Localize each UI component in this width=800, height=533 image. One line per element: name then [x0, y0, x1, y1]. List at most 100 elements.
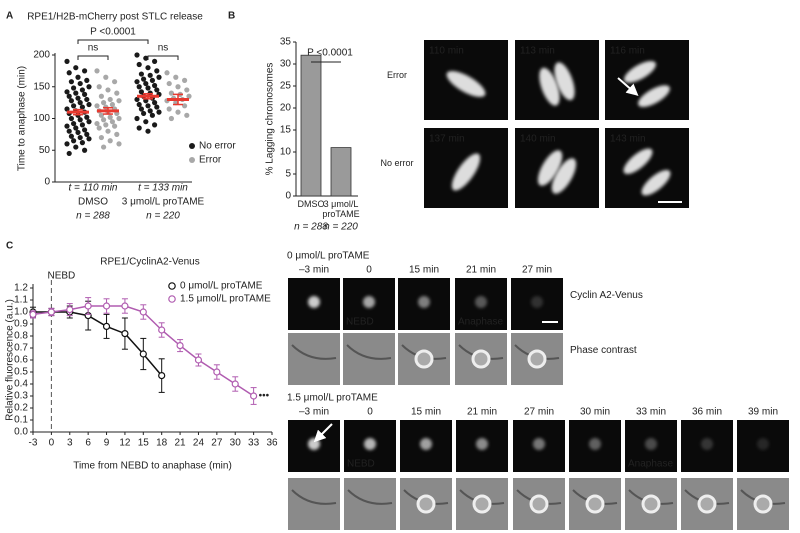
data-point — [96, 125, 102, 131]
data-point — [79, 140, 85, 146]
data-point — [107, 96, 113, 103]
x-tick-label: 9 — [104, 438, 110, 449]
chromatin — [446, 71, 486, 97]
x-tick-label: 3 μmol/L proTAME — [322, 199, 360, 219]
data-point — [68, 98, 74, 104]
cell-signal — [364, 438, 376, 450]
annotation: P <0.0001 — [307, 48, 353, 59]
time-label: 39 min — [748, 407, 778, 418]
data-point — [75, 95, 81, 101]
y-tick-label: 1.0 — [14, 307, 28, 318]
cell-signal — [420, 438, 432, 450]
x-tick-label: DMSO — [78, 197, 108, 208]
data-point — [105, 87, 111, 93]
data-point — [134, 96, 140, 103]
data-point — [82, 127, 88, 133]
y-tick-label: 150 — [33, 81, 50, 92]
legend-label: Error — [199, 155, 222, 166]
data-point — [94, 103, 100, 109]
x-axis-label: Time from NEBD to anaphase (min) — [73, 461, 232, 472]
frame-label: Anaphase — [628, 459, 673, 470]
x-tick-label: 12 — [119, 438, 131, 449]
data-point — [102, 322, 111, 330]
x-tick-label: 24 — [193, 438, 205, 449]
cell-signal — [418, 296, 430, 308]
data-point — [64, 106, 70, 112]
time-label: 143 min — [610, 134, 646, 145]
rounded-cell — [416, 494, 436, 514]
chromatin — [623, 148, 653, 175]
data-point — [96, 84, 102, 90]
data-point — [66, 128, 72, 134]
n-label: n = 288 — [294, 222, 328, 233]
cell-signal — [757, 438, 769, 450]
data-point — [84, 131, 90, 137]
annotation: P <0.0001 — [90, 27, 136, 38]
y-tick-label: 5 — [285, 169, 291, 180]
data-point — [77, 134, 83, 141]
time-label: 110 min — [429, 46, 464, 57]
data-point — [136, 125, 142, 131]
time-label: –3 min — [299, 265, 329, 276]
frame-label: Anaphase — [458, 317, 503, 328]
x-tick-label: 30 — [230, 438, 242, 449]
data-point — [77, 80, 83, 87]
legend-marker — [168, 282, 176, 290]
y-axis-label: % Lagging chromosomes — [265, 63, 276, 176]
data-point — [84, 114, 90, 120]
frame-label: NEBD — [347, 459, 375, 470]
data-point — [184, 87, 190, 93]
y-tick-label: 0.6 — [14, 355, 28, 366]
y-tick-label: 30 — [280, 59, 292, 70]
data-point — [184, 112, 190, 118]
data-point — [114, 90, 120, 96]
data-point — [176, 342, 184, 350]
panel-letter: C — [6, 241, 13, 252]
x-tick-label: 6 — [85, 438, 91, 449]
x-tick-label: 0 — [49, 438, 55, 449]
legend-marker — [168, 295, 176, 303]
data-point — [66, 306, 74, 314]
cell-outline — [346, 344, 392, 360]
data-point — [64, 89, 70, 95]
annotation: ••• — [259, 391, 270, 402]
data-point — [134, 52, 140, 58]
data-point — [73, 125, 79, 131]
bracket — [77, 55, 109, 60]
x-tick-label: 33 — [248, 438, 260, 449]
y-tick-label: 0.2 — [14, 403, 28, 414]
data-point — [86, 136, 92, 142]
rounded-cell — [753, 494, 773, 514]
chart-title: RPE1/CyclinA2-Venus — [100, 257, 200, 268]
n-label: n = 288 — [76, 211, 110, 222]
data-point — [102, 302, 111, 310]
data-point — [68, 133, 74, 139]
time-label: 116 min — [610, 46, 645, 57]
chart-title: RPE1/H2B-mCherry post STLC release — [27, 12, 203, 23]
data-point — [152, 122, 158, 128]
chromatin — [641, 169, 671, 196]
time-label: 15 min — [411, 407, 441, 418]
data-point — [152, 100, 158, 106]
cell-signal — [475, 296, 487, 308]
data-point — [143, 80, 149, 87]
cell-signal — [308, 296, 320, 308]
data-point — [145, 85, 151, 91]
data-point — [134, 115, 140, 122]
cell-signal — [701, 438, 713, 450]
data-point — [145, 65, 151, 71]
data-point — [154, 87, 160, 93]
data-point — [147, 108, 153, 114]
data-point — [166, 106, 172, 112]
data-point — [86, 84, 92, 90]
data-point — [79, 87, 85, 93]
data-point — [136, 101, 142, 108]
bracket — [77, 39, 149, 44]
data-point — [154, 104, 160, 110]
y-axis-label: Time to anaphase (min) — [17, 66, 28, 171]
y-tick-label: 20 — [280, 103, 292, 114]
data-point — [145, 103, 151, 109]
data-point — [73, 144, 79, 150]
data-point — [152, 58, 158, 64]
y-tick-label: 200 — [33, 50, 50, 61]
